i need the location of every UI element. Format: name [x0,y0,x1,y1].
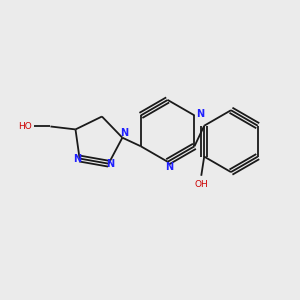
Text: N: N [165,162,173,172]
Text: N: N [106,159,115,169]
Text: OH: OH [194,180,208,189]
Text: HO: HO [18,122,32,131]
Text: N: N [74,154,82,164]
Text: N: N [196,109,204,119]
Text: N: N [120,128,128,138]
